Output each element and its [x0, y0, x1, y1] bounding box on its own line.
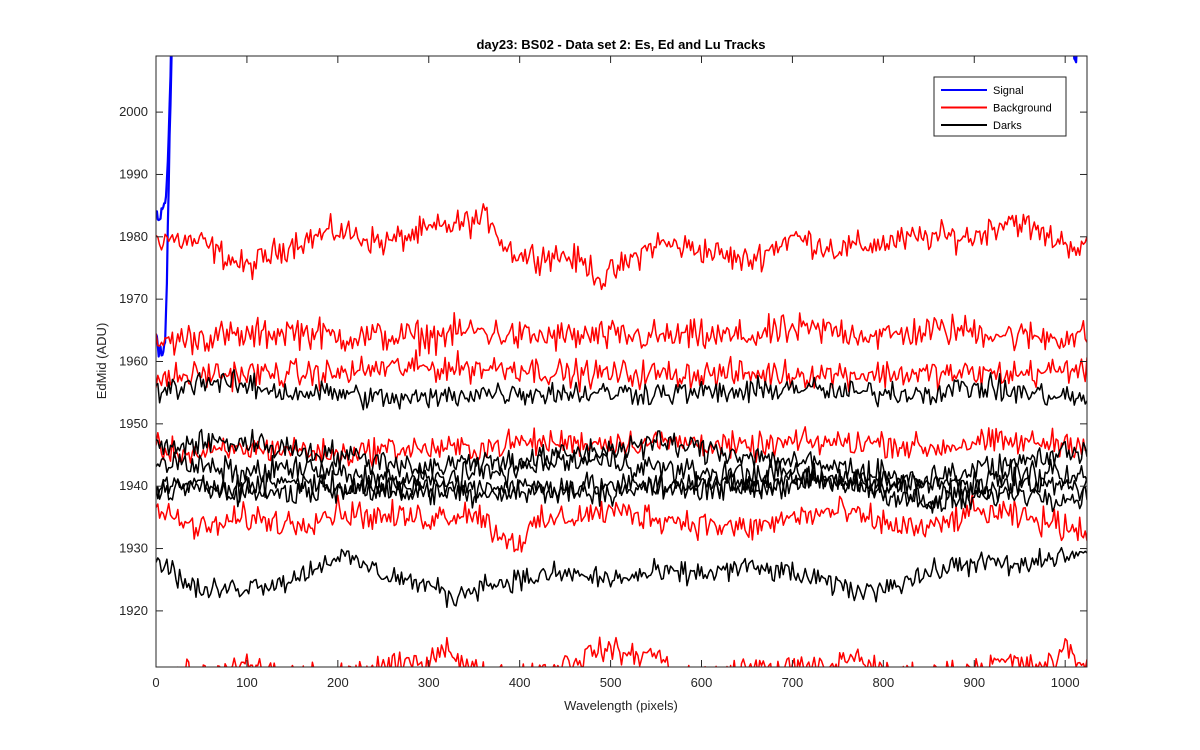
series-line-background [156, 492, 1087, 553]
x-tick-label: 1000 [1051, 675, 1080, 690]
series-line-background [156, 312, 1087, 357]
y-axis-ticks: 1920 1930 1940 1950 1960 1970 1980 1990 2000 [119, 104, 1087, 618]
series-line-background [177, 636, 1087, 667]
x-tick-label: 400 [509, 675, 531, 690]
series-line-darks [156, 449, 1087, 498]
x-tick-label: 700 [782, 675, 804, 690]
x-tick-label: 300 [418, 675, 440, 690]
y-tick-label: 1990 [119, 166, 148, 181]
legend-label-signal: Signal [993, 85, 1024, 97]
series-group [156, 56, 1087, 667]
y-tick-label: 1950 [119, 416, 148, 431]
series-line-darks [156, 428, 1087, 510]
x-tick-label: 100 [236, 675, 258, 690]
y-tick-label: 1940 [119, 478, 148, 493]
y-tick-label: 2000 [119, 104, 148, 119]
series-line-darks [156, 369, 1087, 411]
x-tick-label: 900 [963, 675, 985, 690]
series-line-darks [156, 469, 1087, 514]
x-axis-ticks: 0 100 200 300 400 500 600 700 800 900 1000 [152, 56, 1080, 690]
x-tick-label: 800 [872, 675, 894, 690]
x-axis-label: Wavelength (pixels) [564, 698, 678, 713]
y-tick-label: 1970 [119, 291, 148, 306]
series-line-darks [156, 460, 1087, 508]
legend: Signal Background Darks [933, 76, 1067, 137]
series-line-background [156, 203, 1087, 291]
y-tick-label: 1930 [119, 541, 148, 556]
x-tick-label: 500 [600, 675, 622, 690]
y-tick-label: 1920 [119, 603, 148, 618]
x-tick-label: 600 [691, 675, 713, 690]
series-line-background [156, 349, 1087, 393]
x-tick-label: 0 [152, 675, 159, 690]
y-tick-label: 1980 [119, 229, 148, 244]
chart-title: day23: BS02 - Data set 2: Es, Ed and Lu … [476, 37, 765, 52]
x-tick-label: 200 [327, 675, 349, 690]
y-axis-label: EdMid (ADU) [94, 323, 109, 400]
legend-label-background: Background [993, 103, 1052, 115]
series-line-signal [1072, 56, 1078, 64]
legend-label-darks: Darks [993, 120, 1022, 132]
series-line-darks [156, 546, 1087, 609]
y-tick-label: 1960 [119, 354, 148, 369]
